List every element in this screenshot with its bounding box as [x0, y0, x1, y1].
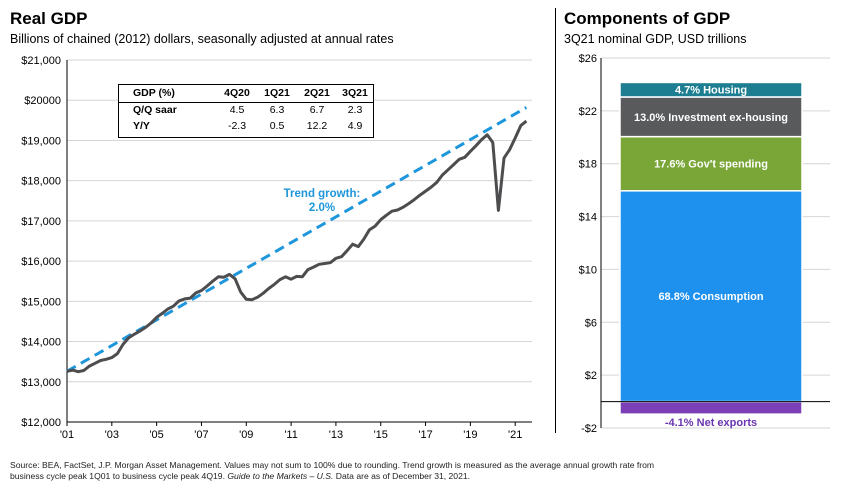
table-row: Y/Y -2.3 0.5 12.2 4.9	[119, 120, 373, 135]
x-tick-label: '11	[284, 429, 298, 441]
trend-growth-annotation: Trend growth: 2.0%	[262, 187, 382, 215]
y-tick-label: $19,000	[21, 135, 61, 147]
y-tick-label: $22	[579, 106, 597, 118]
table-row: Q/Q saar 4.5 6.3 6.7 2.3	[119, 104, 373, 119]
table-cell: 4.9	[347, 120, 363, 132]
net-exports-bar	[619, 400, 803, 415]
trend-growth-value: 2.0%	[308, 202, 336, 214]
y-tick-label: $6	[585, 317, 597, 329]
x-tick-label: '13	[329, 429, 343, 441]
table-row-label: Q/Q saar	[133, 104, 177, 116]
table-cell: 4.5	[229, 104, 245, 116]
x-tick-label: '05	[149, 429, 163, 441]
y-tick-label: $10	[579, 264, 597, 276]
y-tick-label: $14	[579, 212, 597, 224]
table-cell: 2.3	[347, 104, 363, 116]
y-tick-label: $17,000	[21, 216, 61, 228]
investment-ex-housing-label: 13.0% Investment ex-housing	[634, 112, 788, 124]
housing-label: 4.7% Housing	[675, 85, 747, 97]
x-tick-label: '21	[508, 429, 522, 441]
y-tick-label: $15,000	[21, 296, 61, 308]
footer-line-1: Source: BEA, FactSet, J.P. Morgan Asset …	[10, 460, 655, 470]
y-tick-label: $26	[579, 53, 597, 65]
table-cell: 6.7	[309, 104, 325, 116]
panel-divider	[555, 8, 556, 433]
y-tick-label: $18	[579, 159, 597, 171]
x-tick-label: '01	[60, 429, 74, 441]
real-gdp-chart: $12,000 $13,000 $14,000 $15,000 $16,000 $17,0…	[21, 55, 532, 441]
footer-text-italic: Guide to the Markets – U.S.	[227, 471, 334, 481]
table-cell: 6.3	[269, 104, 285, 116]
table-header-cell: 3Q21	[342, 87, 368, 99]
x-tick-label: '07	[194, 429, 208, 441]
net-exports-label: -4.1% Net exports	[665, 417, 757, 429]
table-header-cell: 4Q20	[224, 87, 250, 99]
table-header-row: GDP (%) 4Q20 1Q21 2Q21 3Q21	[119, 87, 373, 102]
table-header-rule	[119, 102, 373, 103]
right-chart-subtitle: 3Q21 nominal GDP, USD trillions	[564, 32, 747, 46]
x-tick-label: '19	[463, 429, 477, 441]
right-chart-title: Components of GDP	[564, 9, 731, 28]
y-tick-label: $16,000	[21, 256, 61, 268]
y-tick-label: $14,000	[21, 337, 61, 349]
gov-t-spending-bar	[619, 135, 803, 192]
table-cell: 12.2	[306, 120, 328, 132]
table-cell: -2.3	[227, 120, 247, 132]
footer-line-2: business cycle peak 1Q01 to business cyc…	[10, 471, 840, 482]
x-tick-label: '09	[239, 429, 253, 441]
gdp-components-chart: $26 $22 $18 $14 $10 $6 $2 -$2 -4.1% Net exports 6…	[579, 53, 830, 435]
y-tick-label: $2	[585, 370, 597, 382]
y-tick-label: $21,000	[21, 55, 61, 67]
left-chart-subtitle: Billions of chained (2012) dollars, seas…	[10, 32, 394, 46]
y-tick-label: $20000	[24, 95, 61, 107]
table-header-cell: 2Q21	[304, 87, 330, 99]
left-chart-title: Real GDP	[10, 9, 88, 28]
gov-t-spending-label: 17.6% Gov't spending	[654, 159, 768, 171]
consumption-bar	[619, 190, 803, 403]
consumption-label: 68.8% Consumption	[658, 291, 763, 303]
gdp-growth-table: GDP (%) 4Q20 1Q21 2Q21 3Q21 Q/Q saar 4.5…	[118, 84, 374, 138]
y-tick-label: $13,000	[21, 377, 61, 389]
y-tick-label: -$2	[581, 423, 597, 435]
x-tick-label: '03	[105, 429, 119, 441]
x-tick-label: '17	[418, 429, 432, 441]
y-tick-label: $18,000	[21, 176, 61, 188]
footer-source-note: Source: BEA, FactSet, J.P. Morgan Asset …	[10, 460, 840, 482]
table-cell: 0.5	[269, 120, 285, 132]
real-gdp-line	[66, 119, 528, 374]
x-tick-label: '15	[374, 429, 388, 441]
table-header-cell: 1Q21	[264, 87, 290, 99]
housing-bar	[619, 81, 803, 98]
table-row-label: Y/Y	[133, 120, 150, 132]
footer-text-c: Data are as of December 31, 2021.	[333, 471, 471, 481]
table-header-label: GDP (%)	[133, 87, 175, 99]
footer-text-a: business cycle peak 1Q01 to business cyc…	[10, 471, 228, 481]
trend-growth-label: Trend growth:	[283, 188, 361, 200]
y-tick-label: $12,000	[21, 417, 61, 429]
investment-ex-housing-bar	[619, 96, 803, 138]
